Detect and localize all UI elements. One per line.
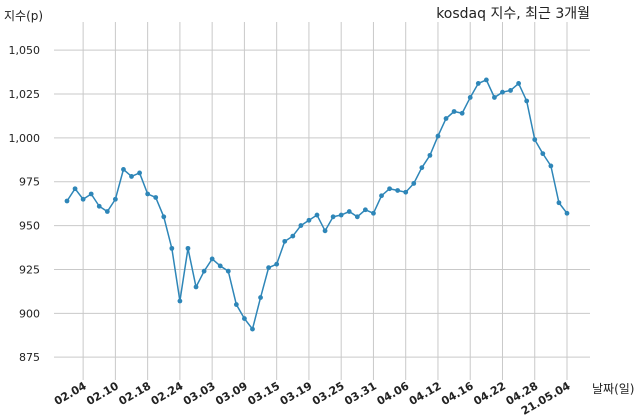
y-tick-label: 1,025 — [9, 88, 41, 101]
data-point — [492, 95, 497, 100]
data-point — [314, 212, 320, 218]
data-point — [96, 203, 102, 209]
y-tick-labels: 875 900 925 950 975 1,000 1,025 1,050 — [9, 44, 41, 364]
grid-lines — [54, 22, 590, 380]
data-point — [508, 88, 513, 93]
data-point — [169, 245, 175, 251]
data-point — [88, 191, 94, 197]
x-tick-label: 02.04 — [52, 379, 89, 408]
data-point — [282, 238, 288, 244]
data-point — [306, 217, 312, 223]
x-tick-label: 04.12 — [407, 379, 444, 408]
data-point — [322, 228, 328, 234]
x-tick-label: 04.22 — [471, 379, 508, 408]
y-tick-label: 925 — [19, 263, 40, 276]
data-point — [217, 263, 223, 269]
data-point — [209, 256, 215, 262]
data-points — [64, 77, 570, 332]
data-point — [129, 174, 134, 179]
series-line — [66, 78, 568, 331]
data-point — [435, 133, 441, 139]
x-tick-labels: 02.0402.1002.1802.2403.0303.0903.1503.19… — [52, 379, 573, 418]
y-axis-label: 지수(p) — [4, 9, 43, 23]
data-point — [532, 137, 538, 142]
x-axis-label: 날짜(일) — [592, 382, 634, 396]
x-tick-label: 03.15 — [246, 379, 283, 408]
data-point — [354, 214, 360, 220]
y-tick-label: 950 — [19, 220, 40, 233]
data-point — [548, 163, 554, 169]
x-tick-label: 03.03 — [181, 379, 218, 408]
data-point — [467, 95, 473, 100]
data-point — [500, 89, 505, 95]
data-point — [258, 295, 263, 300]
data-point — [145, 191, 151, 197]
data-point — [387, 186, 392, 192]
data-point — [112, 196, 118, 202]
x-tick-label: 02.10 — [84, 379, 121, 408]
data-point — [346, 209, 352, 214]
data-point — [371, 210, 376, 216]
data-point — [242, 316, 247, 321]
data-point — [185, 245, 191, 251]
data-point — [524, 98, 530, 104]
data-point — [338, 212, 344, 218]
y-tick-label: 975 — [19, 176, 40, 189]
x-tick-label: 04.06 — [375, 379, 412, 408]
data-point — [451, 109, 457, 114]
y-tick-label: 875 — [19, 351, 40, 364]
data-point — [266, 265, 272, 271]
data-point — [516, 81, 522, 86]
data-point — [459, 110, 465, 116]
y-tick-label: 1,050 — [9, 44, 41, 57]
data-point — [395, 188, 401, 193]
data-point — [201, 268, 207, 274]
x-tick-label: 03.25 — [310, 379, 347, 408]
data-point — [225, 268, 231, 274]
data-point — [564, 210, 570, 216]
data-point — [233, 302, 239, 307]
data-point — [80, 196, 86, 202]
data-point — [121, 167, 126, 172]
data-point — [403, 189, 409, 195]
y-tick-label: 900 — [19, 307, 40, 320]
data-point — [362, 207, 368, 213]
x-tick-label: 02.24 — [149, 379, 186, 408]
data-point — [540, 151, 546, 157]
x-tick-label: 03.19 — [278, 379, 315, 408]
data-point — [274, 261, 280, 267]
data-point — [483, 77, 489, 83]
data-point — [290, 233, 296, 239]
data-point — [64, 198, 70, 204]
data-point — [104, 209, 110, 214]
data-point — [556, 200, 562, 206]
x-tick-label: 02.18 — [117, 379, 154, 408]
data-point — [419, 165, 425, 171]
data-point — [330, 214, 336, 220]
data-point — [379, 193, 384, 199]
x-tick-label: 03.09 — [213, 379, 250, 408]
data-point — [427, 152, 433, 158]
data-point — [298, 223, 304, 228]
data-point — [475, 81, 481, 86]
data-point — [72, 186, 78, 192]
data-point — [250, 326, 255, 332]
data-point — [137, 170, 142, 176]
data-point — [193, 284, 199, 290]
data-point — [153, 195, 159, 200]
x-tick-label: 03.31 — [342, 379, 379, 408]
chart-title: kosdaq 지수, 최근 3개월 — [436, 6, 590, 22]
data-point — [411, 181, 417, 186]
data-point — [177, 298, 183, 304]
data-point — [161, 214, 167, 220]
x-tick-label: 04.16 — [439, 379, 476, 408]
y-tick-label: 1,000 — [9, 132, 41, 145]
data-point — [443, 116, 449, 121]
